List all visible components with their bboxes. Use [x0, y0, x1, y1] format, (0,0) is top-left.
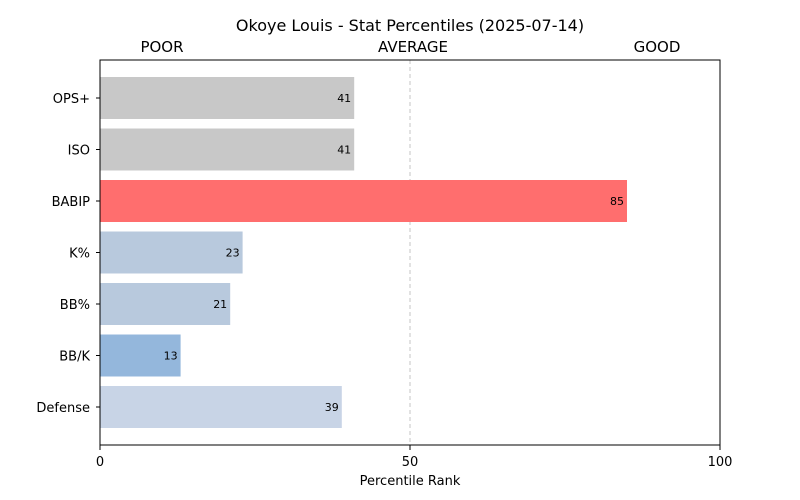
x-tick-label: 50 [402, 455, 419, 470]
bar-value-label: 21 [213, 298, 227, 311]
bar-5 [100, 334, 181, 377]
bar-value-label: 85 [610, 195, 624, 208]
y-tick-label: BABIP [52, 195, 91, 210]
bar-value-label: 41 [337, 92, 351, 105]
y-tick-label: K% [69, 247, 90, 262]
bar-1 [100, 128, 355, 171]
y-tick-label: BB/K [59, 350, 90, 365]
x-tick-label: 0 [96, 455, 104, 470]
top-label-poor: POOR [140, 38, 183, 56]
bar-value-label: 41 [337, 144, 351, 157]
bar-4 [100, 283, 231, 325]
y-tick-label: OPS+ [53, 92, 90, 107]
bar-6 [100, 386, 342, 428]
x-axis-label: Percentile Rank [360, 474, 461, 489]
bar-2 [100, 180, 627, 222]
bar-3 [100, 231, 243, 274]
bar-value-label: 39 [325, 401, 339, 414]
x-tick-label: 100 [708, 455, 733, 470]
bar-value-label: 23 [226, 247, 240, 260]
y-tick-label: ISO [68, 144, 90, 159]
bar-value-label: 13 [164, 350, 178, 363]
top-label-good: GOOD [634, 38, 681, 56]
y-tick-label: Defense [36, 401, 90, 416]
bar-0 [100, 77, 355, 119]
chart-title: Okoye Louis - Stat Percentiles (2025-07-… [236, 16, 584, 35]
top-label-average: AVERAGE [378, 38, 448, 56]
y-tick-label: BB% [60, 298, 90, 313]
